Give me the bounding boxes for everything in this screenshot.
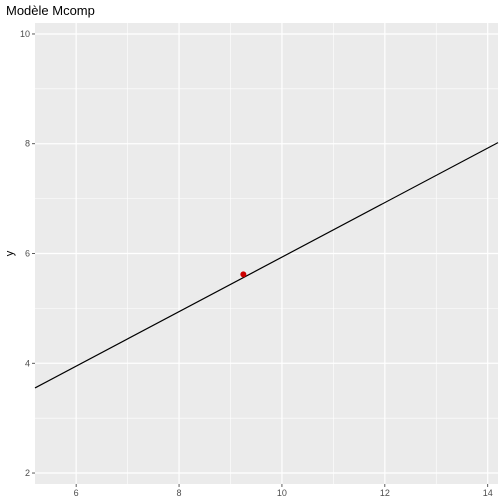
data-point	[240, 271, 247, 278]
y-tick-label: 4	[25, 358, 30, 368]
series-layer	[34, 142, 499, 389]
y-tick-label: 2	[25, 468, 30, 478]
x-tick-label: 14	[483, 488, 493, 498]
x-tick-label: 12	[380, 488, 390, 498]
x-tick-label: 6	[74, 488, 79, 498]
chart-title: Modèle Mcomp	[6, 3, 95, 18]
points-layer	[240, 271, 247, 278]
series-line	[34, 142, 499, 389]
y-tick-labels: 2 4 6 8 10	[20, 29, 30, 478]
y-tick-label: 10	[20, 29, 30, 39]
x-tick-labels: 6 8 10 12 14	[74, 488, 493, 498]
x-tick-label: 10	[277, 488, 287, 498]
grid-major	[35, 23, 498, 484]
axis-ticks	[32, 33, 489, 487]
y-tick-label: 6	[25, 249, 30, 259]
y-axis-label: y	[4, 250, 16, 256]
x-tick-label: 8	[177, 488, 182, 498]
y-tick-label: 8	[25, 139, 30, 149]
